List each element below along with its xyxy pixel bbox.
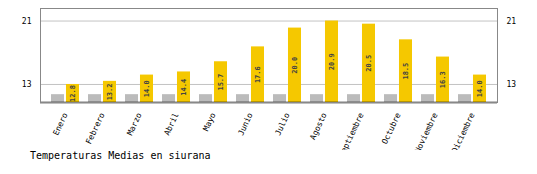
svg-text:Diciembre: Diciembre xyxy=(450,111,477,150)
svg-text:12.8: 12.8 xyxy=(69,85,77,102)
svg-text:13: 13 xyxy=(22,80,32,89)
svg-text:15.7: 15.7 xyxy=(217,74,225,91)
svg-text:Febrero: Febrero xyxy=(84,111,106,146)
svg-text:Enero: Enero xyxy=(51,111,69,137)
svg-text:20.5: 20.5 xyxy=(365,55,373,72)
svg-text:13.2: 13.2 xyxy=(106,83,114,100)
svg-text:Junio: Junio xyxy=(236,111,254,137)
svg-text:21: 21 xyxy=(22,17,32,26)
svg-text:18.5: 18.5 xyxy=(402,63,410,80)
svg-text:14.0: 14.0 xyxy=(476,80,484,97)
svg-text:Julio: Julio xyxy=(273,111,291,137)
svg-text:14.0: 14.0 xyxy=(143,80,151,97)
html-text:Temperaturas Medias en siurana: Temperaturas Medias en siurana xyxy=(30,150,211,161)
svg-text:Octubre: Octubre xyxy=(380,111,402,146)
svg-text:Agosto: Agosto xyxy=(308,111,328,141)
svg-text:Noviembre: Noviembre xyxy=(413,111,440,150)
svg-text:Abril: Abril xyxy=(162,111,180,137)
svg-text:20.9: 20.9 xyxy=(328,53,336,70)
svg-text:14.4: 14.4 xyxy=(180,79,188,96)
svg-text:13: 13 xyxy=(507,80,517,89)
svg-text:Septiembre: Septiembre xyxy=(337,111,366,150)
svg-text:Mayo: Mayo xyxy=(201,111,217,132)
svg-text:16.3: 16.3 xyxy=(439,71,447,88)
svg-text:Marzo: Marzo xyxy=(125,111,143,137)
svg-text:17.6: 17.6 xyxy=(254,66,262,83)
svg-text:21: 21 xyxy=(507,17,517,26)
svg-text:20.0: 20.0 xyxy=(291,57,299,74)
